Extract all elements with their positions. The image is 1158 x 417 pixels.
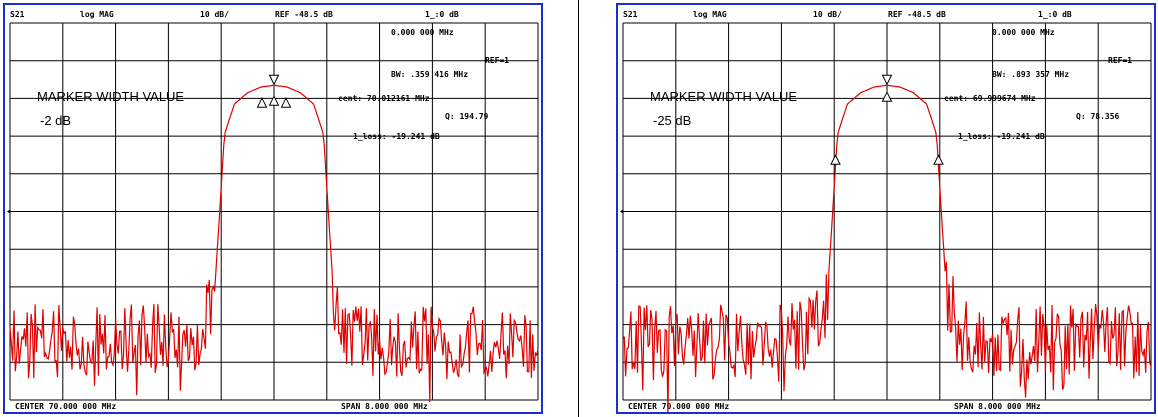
ref-label: REF -48.5 dB xyxy=(888,10,946,19)
bw-readout: BW: .893 357 MHz xyxy=(992,70,1069,79)
param-label: S21 xyxy=(10,10,25,19)
marker-freq: 0.000 000 MHz xyxy=(992,28,1055,37)
plot-right: S21 log MAG 10 dB/ REF -48.5 dB 1_:0 dB … xyxy=(620,10,1152,412)
ref-label: REF -48.5 dB xyxy=(275,10,333,19)
scale-label: 10 dB/ xyxy=(813,10,842,19)
span-freq: SPAN 8.000 000 MHz xyxy=(341,402,428,411)
bw-readout: BW: .359 416 MHz xyxy=(391,70,468,79)
ref-pointer-icon xyxy=(620,209,623,214)
format-label: log MAG xyxy=(80,10,114,19)
marker-peak-icon xyxy=(268,74,280,86)
marker-width-label: MARKER WIDTH VALUE xyxy=(37,89,184,104)
marker-width-left-icon xyxy=(830,154,841,165)
panel-divider xyxy=(578,0,579,417)
marker-readout: 1_:0 dB xyxy=(425,10,459,19)
scale-label: 10 dB/ xyxy=(200,10,229,19)
marker-peak-icon xyxy=(881,74,893,86)
grid xyxy=(9,22,539,401)
marker-center-icon xyxy=(268,95,280,106)
marker-width-right-icon xyxy=(280,97,292,108)
marker-center-icon xyxy=(881,91,893,102)
marker-width-right-icon xyxy=(933,154,944,165)
marker-freq: 0.000 000 MHz xyxy=(391,28,454,37)
marker-width-value: -25 dB xyxy=(653,113,691,128)
center-freq: CENTER 70.000 000 MHz xyxy=(15,402,116,411)
param-label: S21 xyxy=(623,10,638,19)
analyzer-panel-right: S21 log MAG 10 dB/ REF -48.5 dB 1_:0 dB … xyxy=(616,3,1156,414)
format-label: log MAG xyxy=(693,10,727,19)
analyzer-panel-left: S21 log MAG 10 dB/ REF -48.5 dB 1_:0 dB … xyxy=(3,3,543,414)
q-readout: Q: 194.79 xyxy=(445,112,489,121)
plot-left: S21 log MAG 10 dB/ REF -48.5 dB 1_:0 dB … xyxy=(7,10,539,411)
marker-width-value: -2 dB xyxy=(40,113,71,128)
center-freq: CENTER 70.000 000 MHz xyxy=(628,402,729,411)
marker-width-label: MARKER WIDTH VALUE xyxy=(650,89,797,104)
ref-pointer-icon xyxy=(7,209,10,214)
marker-readout: 1_:0 dB xyxy=(1038,10,1072,19)
marker-width-left-icon xyxy=(256,97,268,108)
span-freq: SPAN 8.000 000 MHz xyxy=(954,402,1041,411)
